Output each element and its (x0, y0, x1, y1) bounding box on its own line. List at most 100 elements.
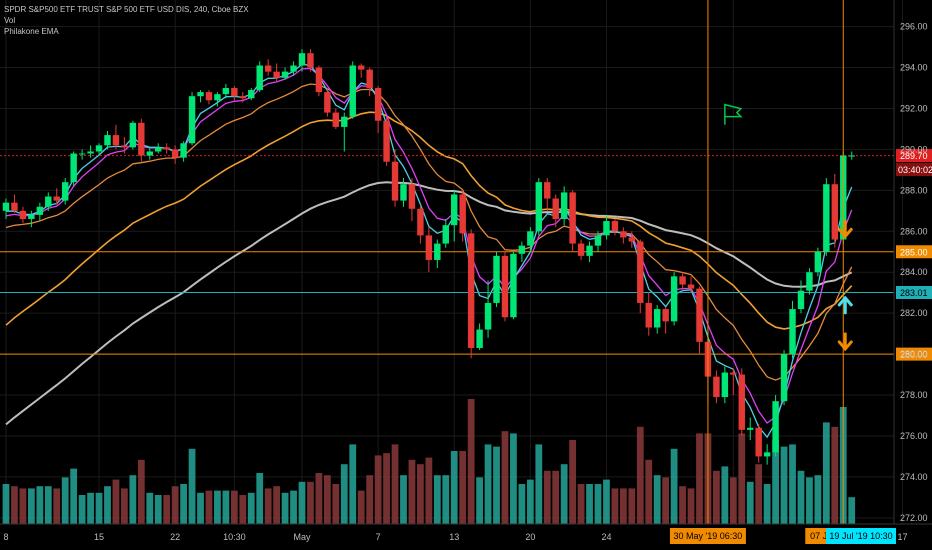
volume-bar (264, 488, 272, 524)
volume-bar (535, 444, 543, 524)
volume-indicator-label[interactable]: Vol (4, 16, 16, 25)
candle-body (366, 69, 373, 89)
candle-body (205, 92, 213, 101)
candle (763, 444, 771, 465)
candle (290, 61, 297, 76)
candlesticks (2, 49, 855, 465)
volume-bar (552, 470, 560, 524)
candle (560, 186, 568, 226)
candle (518, 241, 526, 262)
candle-body (620, 231, 627, 238)
volume-bar (729, 477, 737, 524)
volume-bar (281, 492, 289, 524)
candle-body (823, 184, 830, 252)
candle-body (222, 88, 230, 95)
candle-body (552, 198, 559, 220)
volume-bar (543, 470, 551, 524)
candle-body (273, 71, 280, 78)
volume-bar (163, 495, 171, 524)
candle (239, 92, 247, 103)
volume-bar (137, 459, 145, 524)
candle (594, 231, 602, 252)
candle (459, 190, 466, 242)
level-tag-bg (896, 149, 932, 163)
candle-body (231, 88, 238, 97)
candle (273, 63, 280, 82)
price-tick-label: 274.00 (900, 472, 928, 482)
candle-body (738, 374, 745, 430)
candle (256, 61, 263, 93)
hover-time-bg (826, 528, 896, 544)
candle-body (11, 202, 18, 211)
candle-body (214, 94, 221, 101)
candle (434, 239, 441, 269)
price-axis[interactable]: 285.00 283.01 280.00 289.70 03:40:02 272.00 27… (893, 0, 932, 524)
flag-icon (724, 103, 743, 125)
candle-body (789, 309, 796, 355)
candle (78, 149, 86, 160)
candle (400, 178, 407, 207)
candle (349, 61, 356, 119)
candle (831, 173, 839, 248)
candle (484, 280, 492, 338)
volume-bar (493, 446, 500, 524)
candle (281, 67, 289, 80)
candle (713, 370, 720, 404)
candle-body (95, 145, 103, 152)
candle (231, 85, 238, 101)
time-marker-bg (669, 528, 746, 544)
candle-body (188, 96, 196, 144)
time-tick-label: 22 (170, 532, 180, 542)
time-tick-label: May (293, 532, 311, 542)
candle (180, 141, 187, 162)
time-tick-label: 13 (449, 532, 459, 542)
price-tick-label: 294.00 (900, 63, 928, 73)
volume-bar (70, 468, 78, 524)
volume-bar (290, 490, 297, 524)
level-tag-289.70: 289.70 (896, 149, 932, 163)
volume-bar (433, 475, 441, 524)
time-tick-label: 10:30 (223, 532, 246, 542)
ema-indicator-label[interactable]: Philakone EMA (4, 27, 59, 36)
candle (417, 204, 424, 244)
volume-bar (772, 440, 779, 524)
volume-bar (61, 477, 69, 524)
level-tag-bg (896, 245, 932, 259)
candle-body (535, 182, 543, 232)
level-tag-283.01: 283.01 (896, 285, 932, 299)
volume-bar (721, 466, 729, 524)
volume-bars (2, 399, 856, 524)
candle (53, 188, 60, 205)
candle-body (264, 65, 272, 72)
time-tick-label: 20 (525, 532, 535, 542)
volume-bar (87, 492, 94, 524)
candle-body (239, 96, 247, 99)
volume-bar (653, 475, 661, 524)
price-tick-label: 288.00 (900, 185, 928, 195)
volume-bar (670, 448, 678, 524)
candle-body (400, 184, 407, 201)
candle (544, 178, 551, 211)
candle-body (687, 284, 695, 289)
candle-body (87, 151, 94, 154)
candle-body (831, 184, 839, 240)
level-tag-text: 289.70 (900, 151, 928, 161)
price-levels[interactable] (0, 155, 894, 355)
candle (357, 63, 365, 78)
candle (721, 366, 729, 404)
volume-bar (628, 488, 636, 524)
candle-body (442, 225, 449, 244)
price-tick-label: 278.00 (900, 390, 928, 400)
candle (730, 368, 737, 396)
volume-bar (332, 484, 340, 524)
candle-body (763, 452, 771, 457)
volume-bar (307, 481, 314, 524)
candle-body (713, 376, 720, 398)
candle-body (155, 147, 162, 152)
candle (383, 116, 390, 166)
candle (28, 210, 35, 228)
volume-bar (366, 475, 374, 524)
candle-body (721, 372, 729, 398)
